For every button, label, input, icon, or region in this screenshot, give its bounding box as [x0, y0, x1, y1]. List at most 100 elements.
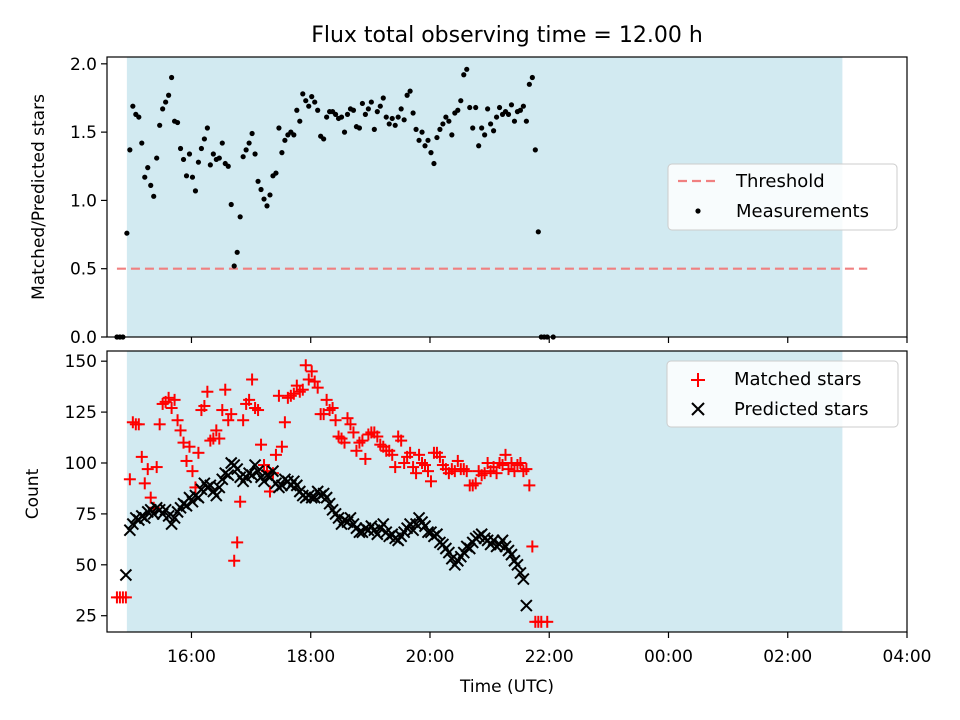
measurement-point [341, 129, 348, 135]
predicted-star-point [165, 517, 178, 531]
measurement-point [291, 132, 297, 138]
matched-star-point [249, 402, 262, 415]
measurement-point [315, 107, 321, 113]
matched-star-point [332, 430, 345, 443]
matched-star-markers [110, 359, 554, 628]
predicted-star-point [216, 473, 229, 486]
matched-star-point [475, 469, 488, 482]
matched-star-point [419, 459, 432, 472]
y-tick-label: 50 [75, 556, 97, 576]
measurement-point [473, 104, 479, 111]
matched-star-point [320, 393, 333, 406]
matched-star-point [198, 399, 211, 412]
matched-star-point [237, 414, 250, 427]
predicted-star-point [487, 534, 500, 547]
top-panel: 0.00.51.01.52.0 Matched/Predicted stars … [29, 55, 908, 348]
x-tick-label: 16:00 [167, 647, 216, 667]
bottom-x-ticks: 16:00 18:00 20:00 22:00 00:00 02:00 04:00 [167, 632, 932, 667]
matched-star-point [186, 465, 199, 478]
predicted-star-point [180, 499, 193, 512]
matched-star-point [371, 430, 384, 443]
measurement-point [380, 95, 386, 101]
measurement-point [365, 106, 371, 112]
measurement-point [416, 137, 422, 143]
measurement-point [192, 188, 199, 194]
matched-star-point [386, 448, 399, 461]
matched-star-point [478, 467, 491, 480]
figure-title: Flux total observing time = 12.00 h [311, 23, 703, 48]
measurement-point [154, 155, 160, 161]
measurement-point [312, 99, 318, 105]
y-tick-label: 100 [65, 454, 97, 474]
measurement-point [332, 111, 339, 117]
x-tick-label: 22:00 [525, 647, 574, 667]
matched-star-point [180, 454, 193, 467]
matched-star-point [526, 540, 539, 553]
y-tick-label: 25 [75, 607, 97, 627]
measurement-point [529, 74, 535, 81]
measurement-point [505, 111, 512, 117]
matched-star-point [511, 459, 524, 472]
measurement-point [458, 98, 464, 104]
measurement-point [520, 103, 526, 109]
predicted-star-point [514, 566, 527, 580]
matched-star-point [258, 459, 271, 472]
matched-star-point [451, 454, 464, 467]
measurement-point [392, 122, 398, 128]
matched-star-point [329, 414, 342, 427]
matched-star-point [359, 452, 372, 465]
measurement-point [482, 132, 488, 138]
matched-star-point [228, 554, 241, 567]
measurement-point [476, 143, 482, 149]
matched-star-point [219, 383, 232, 396]
matched-star-point [216, 404, 229, 417]
measurement-point [174, 119, 181, 126]
measurement-point [422, 143, 428, 149]
y-tick-label: 1.0 [70, 191, 97, 211]
measurement-point [183, 173, 190, 179]
predicted-star-point [251, 464, 265, 478]
measurement-point [249, 130, 255, 137]
legend-measurement-swatch [695, 208, 701, 214]
matched-star-point [305, 365, 318, 378]
measurement-point [142, 174, 148, 180]
measurement-point [198, 145, 205, 152]
measurement-point [168, 74, 175, 81]
bottom-y-ticks: 25 50 75 100 125 150 [65, 352, 107, 627]
measurement-point [344, 111, 351, 117]
measurement-point [467, 104, 473, 111]
measurement-point [186, 151, 193, 157]
measurement-point [374, 109, 380, 115]
matched-star-point [499, 448, 512, 461]
matched-star-point [243, 393, 256, 406]
matched-star-point [123, 473, 136, 486]
measurement-point [237, 214, 243, 220]
matched-star-point [275, 440, 288, 453]
matched-star-point [171, 414, 184, 427]
measurement-point [419, 129, 425, 135]
measurement-point [294, 107, 300, 113]
measurement-point [496, 104, 503, 111]
matched-star-point [353, 436, 366, 449]
matched-star-point [457, 463, 470, 476]
measurement-point [410, 110, 416, 116]
measurement-point [386, 121, 392, 127]
matched-star-point [424, 475, 437, 488]
matched-star-point [135, 450, 148, 463]
top-x-ticks [190, 337, 908, 343]
matched-star-point [311, 381, 324, 394]
matched-star-point [119, 591, 132, 604]
measurement-point [493, 114, 500, 120]
predicted-star-point [248, 458, 262, 472]
measurement-point [297, 118, 303, 124]
matched-star-point [204, 434, 217, 447]
matched-star-point [246, 373, 259, 386]
matched-star-point [126, 416, 139, 429]
measurement-point [321, 136, 327, 142]
measurement-point [488, 121, 494, 127]
measurement-point [428, 150, 434, 156]
predicted-star-point [147, 507, 160, 521]
measurement-point [485, 106, 491, 112]
measurement-point [267, 192, 273, 198]
bottom-legend-box [666, 360, 899, 428]
